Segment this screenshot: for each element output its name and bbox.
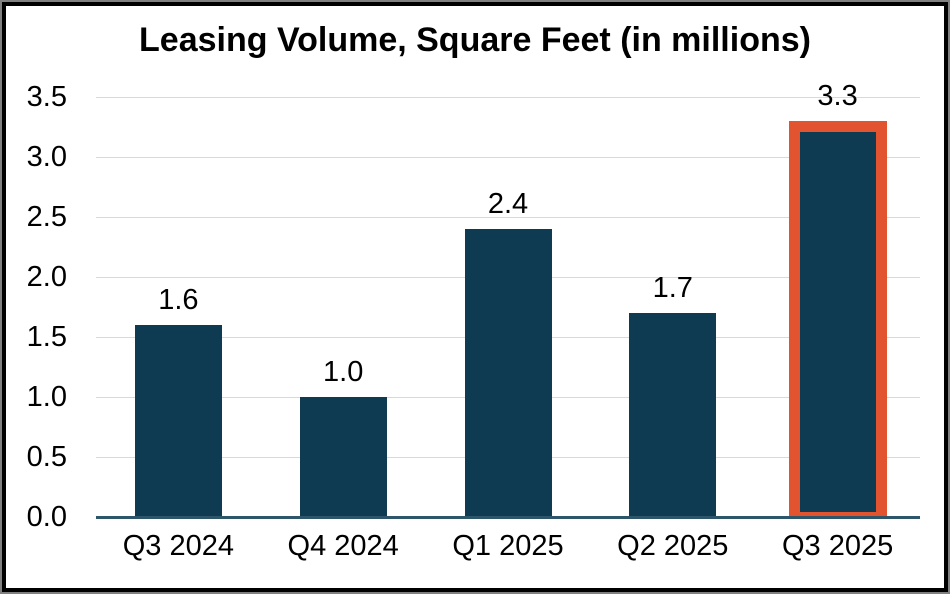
data-label-q4-2024: 1.0	[323, 356, 364, 388]
y-tick-label: 3.0	[26, 140, 67, 173]
bar-q2-2025	[629, 313, 717, 517]
gridline	[96, 216, 920, 218]
chart-title: Leasing Volume, Square Feet (in millions…	[139, 21, 811, 59]
data-label-q2-2025: 1.7	[652, 272, 693, 304]
y-tick-label: 3.5	[26, 80, 67, 113]
bar-q1-2025	[464, 229, 552, 517]
gridline	[96, 156, 920, 158]
x-tick-label-q3-2024: Q3 2024	[122, 530, 235, 562]
y-tick-label: 1.5	[26, 320, 67, 353]
y-tick-label: 0.0	[26, 500, 67, 533]
bar-q4-2024	[299, 397, 387, 517]
data-label-q3-2025: 3.3	[817, 80, 858, 112]
x-axis-line	[96, 515, 920, 519]
x-tick-label-q2-2025: Q2 2025	[617, 530, 729, 562]
x-tick-label-q3-2025: Q3 2025	[781, 530, 894, 562]
bar-q3-2024	[134, 325, 222, 517]
gridline	[96, 96, 920, 98]
x-tick-label-q4-2024: Q4 2024	[287, 530, 399, 562]
y-tick-label: 1.0	[26, 380, 67, 413]
plot-area: 0.0 0.5 1.0 1.5 2.0 2.5 3.0 3.5 1.6 Q3 2024 1.0 Q4 …	[27, 80, 920, 562]
y-tick-label: 2.5	[26, 200, 67, 233]
x-tick-label-q1-2025: Q1 2025	[452, 530, 564, 562]
y-tick-label: 2.0	[26, 260, 67, 293]
data-label-q1-2025: 2.4	[487, 188, 529, 220]
data-label-q3-2024: 1.6	[158, 284, 199, 316]
bar-q3-2025-highlighted	[788, 121, 887, 517]
y-tick-label: 0.5	[26, 440, 67, 473]
